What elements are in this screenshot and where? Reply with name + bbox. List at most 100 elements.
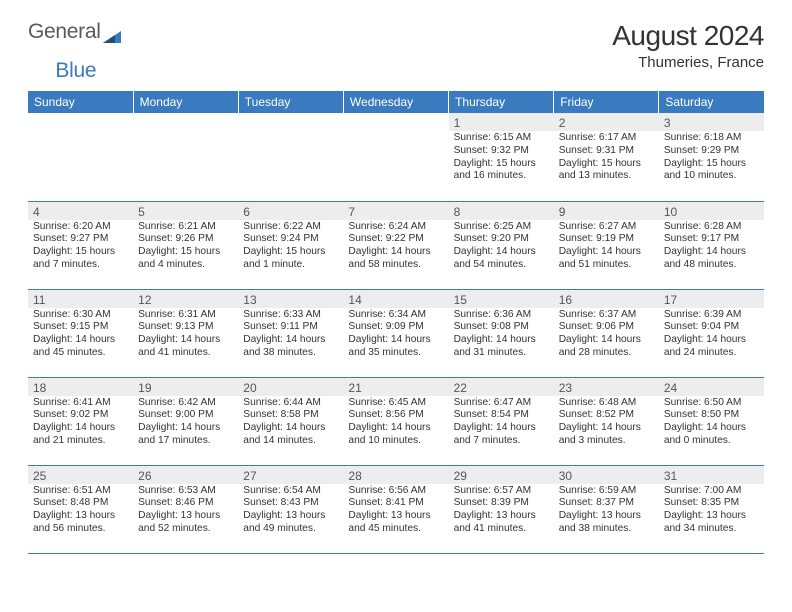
- day-detail: Sunrise: 6:24 AMSunset: 9:22 PMDaylight:…: [348, 221, 443, 272]
- day-detail: Sunrise: 6:39 AMSunset: 9:04 PMDaylight:…: [664, 309, 759, 360]
- day-number: 6: [238, 202, 343, 220]
- calendar-day-cell: 9Sunrise: 6:27 AMSunset: 9:19 PMDaylight…: [554, 201, 659, 289]
- logo-text-blue: Blue: [55, 59, 96, 83]
- calendar-day-cell: 30Sunrise: 6:59 AMSunset: 8:37 PMDayligh…: [554, 465, 659, 553]
- logo-triangle-icon: [103, 25, 121, 39]
- calendar-body: 1Sunrise: 6:15 AMSunset: 9:32 PMDaylight…: [28, 113, 764, 553]
- day-detail: Sunrise: 6:18 AMSunset: 9:29 PMDaylight:…: [664, 132, 759, 183]
- day-number: 11: [28, 290, 133, 308]
- calendar-day-cell: 28Sunrise: 6:56 AMSunset: 8:41 PMDayligh…: [343, 465, 448, 553]
- calendar-day-cell: 24Sunrise: 6:50 AMSunset: 8:50 PMDayligh…: [659, 377, 764, 465]
- calendar-day-cell: 5Sunrise: 6:21 AMSunset: 9:26 PMDaylight…: [133, 201, 238, 289]
- day-number: 3: [659, 113, 764, 131]
- day-detail: Sunrise: 6:28 AMSunset: 9:17 PMDaylight:…: [664, 221, 759, 272]
- day-detail: Sunrise: 7:00 AMSunset: 8:35 PMDaylight:…: [664, 485, 759, 536]
- calendar-day-cell: 29Sunrise: 6:57 AMSunset: 8:39 PMDayligh…: [449, 465, 554, 553]
- calendar-day-cell: 6Sunrise: 6:22 AMSunset: 9:24 PMDaylight…: [238, 201, 343, 289]
- calendar-page: General August 2024 Thumeries, France Ge…: [0, 0, 792, 564]
- day-number: 10: [659, 202, 764, 220]
- weekday-header: Saturday: [659, 91, 764, 113]
- day-number: 5: [133, 202, 238, 220]
- calendar-week-row: 18Sunrise: 6:41 AMSunset: 9:02 PMDayligh…: [28, 377, 764, 465]
- day-detail: Sunrise: 6:44 AMSunset: 8:58 PMDaylight:…: [243, 397, 338, 448]
- calendar-day-cell: 13Sunrise: 6:33 AMSunset: 9:11 PMDayligh…: [238, 289, 343, 377]
- day-number: 2: [554, 113, 659, 131]
- day-number: 1: [449, 113, 554, 131]
- day-detail: Sunrise: 6:36 AMSunset: 9:08 PMDaylight:…: [454, 309, 549, 360]
- calendar-week-row: 4Sunrise: 6:20 AMSunset: 9:27 PMDaylight…: [28, 201, 764, 289]
- calendar-day-cell: 27Sunrise: 6:54 AMSunset: 8:43 PMDayligh…: [238, 465, 343, 553]
- day-number: 28: [343, 466, 448, 484]
- title-block: August 2024 Thumeries, France: [612, 20, 764, 71]
- day-number: 22: [449, 378, 554, 396]
- day-number: 27: [238, 466, 343, 484]
- calendar-day-cell: 25Sunrise: 6:51 AMSunset: 8:48 PMDayligh…: [28, 465, 133, 553]
- day-number: 18: [28, 378, 133, 396]
- day-detail: Sunrise: 6:47 AMSunset: 8:54 PMDaylight:…: [454, 397, 549, 448]
- calendar-day-cell: 17Sunrise: 6:39 AMSunset: 9:04 PMDayligh…: [659, 289, 764, 377]
- calendar-day-cell: 4Sunrise: 6:20 AMSunset: 9:27 PMDaylight…: [28, 201, 133, 289]
- day-detail: Sunrise: 6:56 AMSunset: 8:41 PMDaylight:…: [348, 485, 443, 536]
- weekday-header: Tuesday: [238, 91, 343, 113]
- calendar-week-row: 11Sunrise: 6:30 AMSunset: 9:15 PMDayligh…: [28, 289, 764, 377]
- day-detail: Sunrise: 6:34 AMSunset: 9:09 PMDaylight:…: [348, 309, 443, 360]
- calendar-day-cell: 16Sunrise: 6:37 AMSunset: 9:06 PMDayligh…: [554, 289, 659, 377]
- day-number: 4: [28, 202, 133, 220]
- month-year-title: August 2024: [612, 20, 764, 52]
- calendar-day-cell: 31Sunrise: 7:00 AMSunset: 8:35 PMDayligh…: [659, 465, 764, 553]
- day-number: 26: [133, 466, 238, 484]
- calendar-day-cell: [133, 113, 238, 201]
- calendar-day-cell: [28, 113, 133, 201]
- day-detail: Sunrise: 6:17 AMSunset: 9:31 PMDaylight:…: [559, 132, 654, 183]
- calendar-day-cell: 23Sunrise: 6:48 AMSunset: 8:52 PMDayligh…: [554, 377, 659, 465]
- day-number: 25: [28, 466, 133, 484]
- day-number: 17: [659, 290, 764, 308]
- calendar-day-cell: 15Sunrise: 6:36 AMSunset: 9:08 PMDayligh…: [449, 289, 554, 377]
- day-detail: Sunrise: 6:51 AMSunset: 8:48 PMDaylight:…: [33, 485, 128, 536]
- day-detail: Sunrise: 6:30 AMSunset: 9:15 PMDaylight:…: [33, 309, 128, 360]
- day-detail: Sunrise: 6:21 AMSunset: 9:26 PMDaylight:…: [138, 221, 233, 272]
- calendar-day-cell: 26Sunrise: 6:53 AMSunset: 8:46 PMDayligh…: [133, 465, 238, 553]
- day-number: 16: [554, 290, 659, 308]
- day-number: 20: [238, 378, 343, 396]
- day-detail: Sunrise: 6:50 AMSunset: 8:50 PMDaylight:…: [664, 397, 759, 448]
- day-detail: Sunrise: 6:22 AMSunset: 9:24 PMDaylight:…: [243, 221, 338, 272]
- day-number: 12: [133, 290, 238, 308]
- calendar-day-cell: 10Sunrise: 6:28 AMSunset: 9:17 PMDayligh…: [659, 201, 764, 289]
- day-number: 30: [554, 466, 659, 484]
- location-subtitle: Thumeries, France: [612, 54, 764, 71]
- calendar-table: Sunday Monday Tuesday Wednesday Thursday…: [28, 91, 764, 554]
- weekday-header: Sunday: [28, 91, 133, 113]
- calendar-day-cell: 21Sunrise: 6:45 AMSunset: 8:56 PMDayligh…: [343, 377, 448, 465]
- day-number: 29: [449, 466, 554, 484]
- calendar-day-cell: 8Sunrise: 6:25 AMSunset: 9:20 PMDaylight…: [449, 201, 554, 289]
- day-detail: Sunrise: 6:31 AMSunset: 9:13 PMDaylight:…: [138, 309, 233, 360]
- day-detail: Sunrise: 6:48 AMSunset: 8:52 PMDaylight:…: [559, 397, 654, 448]
- day-detail: Sunrise: 6:53 AMSunset: 8:46 PMDaylight:…: [138, 485, 233, 536]
- day-number: 23: [554, 378, 659, 396]
- calendar-week-row: 1Sunrise: 6:15 AMSunset: 9:32 PMDaylight…: [28, 113, 764, 201]
- brand-logo: General: [28, 20, 119, 44]
- day-number: 24: [659, 378, 764, 396]
- calendar-day-cell: 12Sunrise: 6:31 AMSunset: 9:13 PMDayligh…: [133, 289, 238, 377]
- calendar-day-cell: 7Sunrise: 6:24 AMSunset: 9:22 PMDaylight…: [343, 201, 448, 289]
- day-number: 7: [343, 202, 448, 220]
- calendar-day-cell: [238, 113, 343, 201]
- day-detail: Sunrise: 6:15 AMSunset: 9:32 PMDaylight:…: [454, 132, 549, 183]
- weekday-header: Monday: [133, 91, 238, 113]
- calendar-day-cell: 2Sunrise: 6:17 AMSunset: 9:31 PMDaylight…: [554, 113, 659, 201]
- day-detail: Sunrise: 6:27 AMSunset: 9:19 PMDaylight:…: [559, 221, 654, 272]
- calendar-week-row: 25Sunrise: 6:51 AMSunset: 8:48 PMDayligh…: [28, 465, 764, 553]
- calendar-day-cell: 11Sunrise: 6:30 AMSunset: 9:15 PMDayligh…: [28, 289, 133, 377]
- day-detail: Sunrise: 6:25 AMSunset: 9:20 PMDaylight:…: [454, 221, 549, 272]
- calendar-day-cell: 14Sunrise: 6:34 AMSunset: 9:09 PMDayligh…: [343, 289, 448, 377]
- weekday-header-row: Sunday Monday Tuesday Wednesday Thursday…: [28, 91, 764, 113]
- day-detail: Sunrise: 6:57 AMSunset: 8:39 PMDaylight:…: [454, 485, 549, 536]
- calendar-day-cell: 20Sunrise: 6:44 AMSunset: 8:58 PMDayligh…: [238, 377, 343, 465]
- calendar-day-cell: 19Sunrise: 6:42 AMSunset: 9:00 PMDayligh…: [133, 377, 238, 465]
- day-detail: Sunrise: 6:33 AMSunset: 9:11 PMDaylight:…: [243, 309, 338, 360]
- day-detail: Sunrise: 6:45 AMSunset: 8:56 PMDaylight:…: [348, 397, 443, 448]
- calendar-day-cell: 3Sunrise: 6:18 AMSunset: 9:29 PMDaylight…: [659, 113, 764, 201]
- calendar-day-cell: 22Sunrise: 6:47 AMSunset: 8:54 PMDayligh…: [449, 377, 554, 465]
- logo-text-general: General: [28, 20, 101, 44]
